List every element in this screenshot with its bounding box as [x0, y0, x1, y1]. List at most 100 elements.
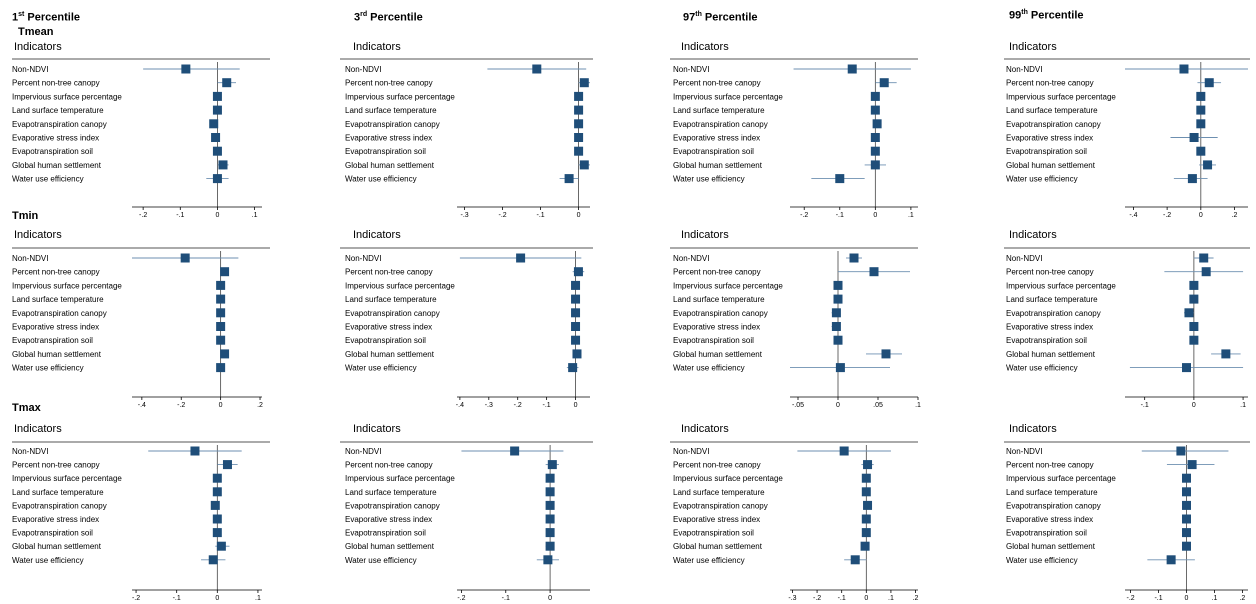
column-title-3: 97th Percentile: [683, 11, 758, 24]
panel-7-marker-7: [881, 349, 891, 359]
panel-12-tick-label-0: -.2: [1127, 595, 1135, 602]
panel-6-label-4: Evapotranspiration canopy: [345, 309, 440, 318]
panel-6-tick-label-1: -.3: [485, 402, 493, 409]
panel-1-header: Indicators: [14, 41, 62, 53]
panel-11-label-2: Impervious surface percentage: [673, 474, 783, 483]
panel-7-label-1: Percent non-tree canopy: [673, 268, 761, 277]
panel-2-marker-8: [564, 174, 574, 184]
panel-6-marker-5: [571, 322, 581, 331]
panel-4-label-4: Evapotranspiration canopy: [1006, 120, 1101, 129]
panel-1-label-6: Evapotranspiration soil: [12, 147, 93, 156]
panel-9-marker-1: [222, 460, 232, 470]
panel-11-label-8: Water use efficiency: [673, 556, 745, 565]
panel-5-tick-label-3: .2: [257, 402, 263, 409]
panel-5-tick-label-1: -.2: [177, 402, 185, 409]
panel-11-label-7: Global human settlement: [673, 542, 763, 551]
panel-4-label-3: Land surface temperature: [1006, 106, 1098, 115]
panel-5-tick-label-0: -.4: [138, 402, 146, 409]
panel-10-marker-4: [545, 500, 555, 510]
panel-12-marker-2: [1182, 473, 1191, 483]
panel-8-marker-5: [1189, 322, 1199, 331]
panel-10-marker-3: [545, 487, 555, 497]
panel-11-marker-8: [850, 555, 860, 565]
panel-2-tick-label-2: -.1: [537, 212, 545, 219]
panel-2-header: Indicators: [353, 41, 401, 53]
panel-7-label-6: Evapotranspiration soil: [673, 336, 754, 345]
panel-1-label-7: Global human settlement: [12, 161, 102, 170]
panel-10-label-3: Land surface temperature: [345, 488, 437, 497]
panel-8-marker-3: [1189, 294, 1199, 304]
panel-2-label-2: Impervious surface percentage: [345, 92, 455, 101]
panel-6-marker-4: [571, 308, 581, 318]
panel-10-label-1: Percent non-tree canopy: [345, 461, 433, 470]
panel-9-label-2: Impervious surface percentage: [12, 474, 122, 483]
panel-3-tick-label-1: -.1: [836, 212, 844, 219]
panel-4-marker-3: [1196, 105, 1206, 115]
panel-4-header: Indicators: [1009, 41, 1057, 53]
panel-8-tick-label-0: -.1: [1141, 402, 1149, 409]
panel-11-label-1: Percent non-tree canopy: [673, 461, 761, 470]
panel-2-label-4: Evapotranspiration canopy: [345, 120, 440, 129]
panel-6-label-3: Land surface temperature: [345, 295, 437, 304]
panel-1-marker-2: [212, 91, 222, 101]
panel-6-tick-label-2: -.2: [514, 402, 522, 409]
panel-9-header: Indicators: [14, 423, 62, 435]
panel-1-marker-4: [209, 119, 219, 129]
panel-10-label-4: Evapotranspiration canopy: [345, 501, 440, 510]
panel-3-marker-5: [870, 133, 880, 142]
panel-4-label-0: Non-NDVI: [1006, 65, 1042, 74]
panel-6-tick-label-4: 0: [574, 402, 578, 409]
panel-5-label-2: Impervious surface percentage: [12, 281, 122, 290]
panel-4-marker-7: [1203, 160, 1213, 170]
panel-6-label-6: Evapotranspiration soil: [345, 336, 426, 345]
panel-3-label-8: Water use efficiency: [673, 175, 745, 184]
panel-12-tick-label-2: 0: [1185, 595, 1189, 602]
panel-11-marker-2: [861, 473, 871, 483]
panel-12-marker-5: [1182, 514, 1191, 524]
panel-1-tick-label-2: 0: [215, 212, 219, 219]
panel-12-marker-7: [1182, 541, 1191, 551]
panel-5-marker-7: [220, 349, 230, 359]
panel-6-marker-0: [516, 253, 526, 263]
panel-10-tick-label-2: 0: [548, 595, 552, 602]
panel-5-marker-3: [216, 294, 226, 304]
panel-4-tick-label-3: .2: [1232, 212, 1238, 219]
panel-6-marker-1: [573, 267, 583, 277]
panel-4-marker-4: [1196, 119, 1206, 129]
panel-7-label-4: Evapotranspiration canopy: [673, 309, 768, 318]
panel-10-marker-8: [543, 555, 553, 565]
panel-11-tick-label-3: 0: [864, 595, 868, 602]
panel-1-label-4: Evapotranspiration canopy: [12, 120, 107, 129]
panel-1-label-0: Non-NDVI: [12, 65, 48, 74]
panel-3-tick-label-3: .1: [908, 212, 914, 219]
panel-9-label-4: Evapotranspiration canopy: [12, 501, 107, 510]
panel-10-marker-7: [545, 541, 555, 551]
column-title-4: 99th Percentile: [1009, 9, 1084, 22]
panel-8-label-3: Land surface temperature: [1006, 295, 1098, 304]
panel-9-marker-7: [216, 541, 226, 551]
panel-7-marker-2: [833, 280, 843, 290]
panel-1-marker-8: [212, 174, 222, 184]
panel-12-label-7: Global human settlement: [1006, 542, 1096, 551]
panel-5-marker-0: [180, 253, 190, 263]
panel-8-label-8: Water use efficiency: [1006, 364, 1078, 373]
panel-4-label-1: Percent non-tree canopy: [1006, 79, 1094, 88]
panel-11-marker-7: [860, 541, 870, 551]
panel-3-marker-4: [872, 119, 882, 129]
panel-4-marker-5: [1189, 133, 1199, 142]
panel-1-marker-3: [212, 105, 222, 115]
panel-12-label-0: Non-NDVI: [1006, 447, 1042, 456]
panel-7-marker-5: [831, 322, 841, 331]
panel-11-label-6: Evapotranspiration soil: [673, 529, 754, 538]
panel-3-label-4: Evapotranspiration canopy: [673, 120, 768, 129]
panel-7-marker-3: [833, 294, 843, 304]
panel-3-marker-3: [870, 105, 880, 115]
panel-3-label-2: Impervious surface percentage: [673, 92, 783, 101]
panel-11-label-0: Non-NDVI: [673, 447, 709, 456]
panel-2-label-0: Non-NDVI: [345, 65, 381, 74]
panel-5-label-7: Global human settlement: [12, 350, 102, 359]
panel-1-marker-7: [218, 160, 228, 170]
panel-9-marker-0: [190, 446, 200, 456]
panel-5-marker-2: [216, 280, 226, 290]
panel-8-label-0: Non-NDVI: [1006, 254, 1042, 263]
